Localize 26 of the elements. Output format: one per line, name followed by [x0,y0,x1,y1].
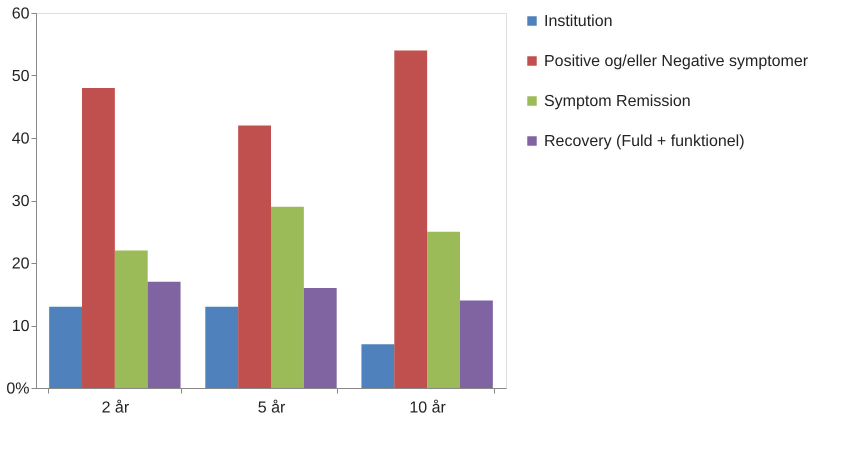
bar [361,344,394,388]
x-tick-label: 5 år [258,400,286,416]
y-tick-label: 30 [12,193,30,210]
y-tick-label: 60 [12,6,30,22]
bar [304,288,337,388]
bar [394,50,428,388]
legend-label: Recovery (Fuld + funktionel) [544,133,745,150]
bar [460,300,493,388]
y-tick-label: 0% [6,380,30,398]
bar [49,306,82,388]
x-tick-label: 10 år [409,400,447,416]
bar [148,282,181,388]
x-tick-label: 2 år [102,400,130,416]
y-tick-label: 20 [12,256,30,272]
y-tick-label: 40 [12,130,30,148]
bar [271,206,304,388]
legend-label: Positive og/eller Negative symptomer [544,53,809,70]
bar [114,250,148,388]
legend-label: Symptom Remission [544,93,691,110]
bar [238,126,271,388]
y-tick-label: 50 [12,68,30,85]
bar [205,306,238,388]
legend-label: Institution [544,13,612,30]
bar [82,88,115,388]
y-tick-label: 10 [12,318,30,335]
bar [427,232,460,388]
